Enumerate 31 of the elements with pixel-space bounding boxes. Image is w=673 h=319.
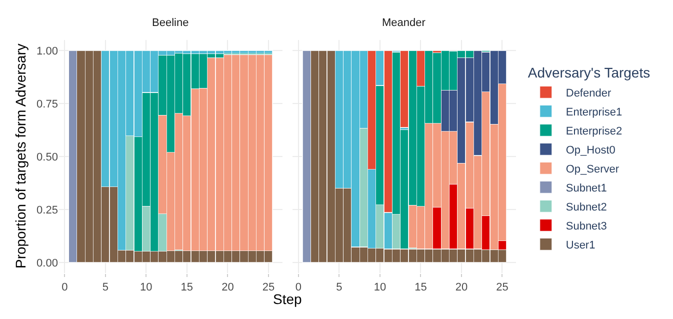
y-axis-title: Proportion of targets form Adversary (12, 44, 28, 269)
legend-label: Subnet2 (566, 201, 607, 214)
y-tick-label: 0.00 (36, 257, 58, 270)
chart-title: Beeline (152, 17, 189, 29)
y-tick-label: 0.25 (36, 204, 58, 216)
legend-label: Subnet3 (566, 220, 607, 232)
x-tick-label: 25 (262, 281, 275, 294)
x-tick-label: 15 (180, 281, 194, 294)
x-tick-label: 20 (222, 281, 234, 294)
x-tick-label: 25 (496, 281, 508, 294)
legend-label: Op_Host0 (566, 144, 616, 156)
y-tick-label: 1.00 (36, 45, 58, 58)
legend-label: Subnet1 (566, 182, 607, 194)
x-tick-label: 5 (336, 281, 342, 294)
chart-title: Meander (382, 17, 426, 29)
x-tick-label: 15 (414, 281, 427, 294)
x-tick-label: 10 (374, 281, 386, 294)
legend-label: Op_Server (566, 163, 620, 176)
legend-label: User1 (566, 239, 596, 252)
y-tick-label: 0.75 (36, 98, 58, 110)
x-tick-label: 5 (102, 281, 108, 294)
legend-label: Defender (566, 87, 612, 100)
x-tick-label: 20 (455, 281, 468, 294)
x-tick-label: 10 (140, 281, 152, 294)
y-tick-label: 0.50 (36, 151, 58, 164)
legend-label: Enterprise1 (566, 106, 622, 118)
x-axis-title: Step (273, 291, 302, 307)
legend-title: Adversary's Targets (528, 64, 650, 81)
x-tick-label: 0 (62, 281, 68, 294)
x-tick-label: 0 (295, 281, 302, 294)
legend-label: Enterprise2 (566, 125, 622, 138)
